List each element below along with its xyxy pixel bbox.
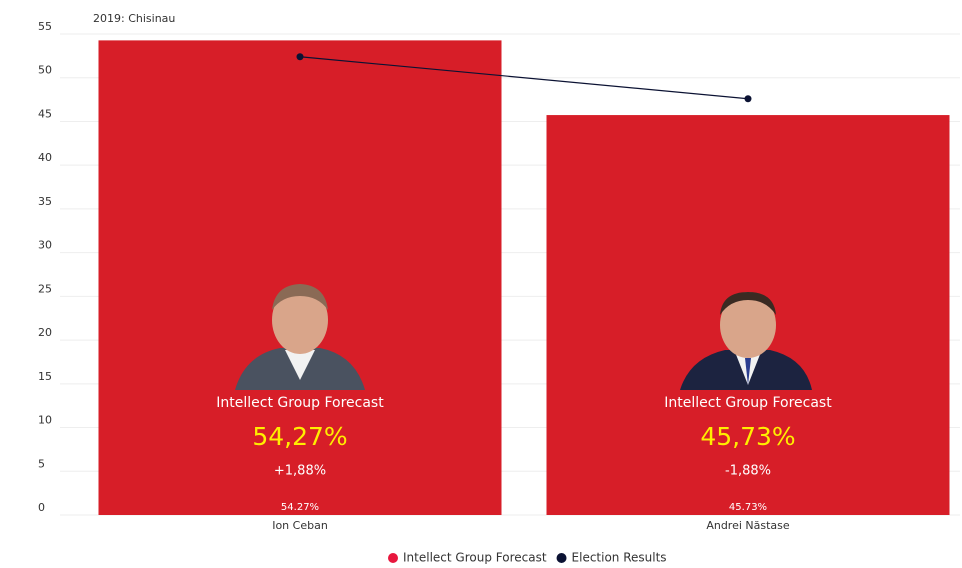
legend-label: Election Results — [572, 551, 667, 565]
legend: Intellect Group Forecast Election Results — [388, 551, 667, 565]
y-tick-label: 30 — [38, 239, 52, 252]
annotation-diff: -1,88% — [725, 464, 771, 479]
y-tick-label: 20 — [38, 326, 52, 339]
x-tick-label: Ion Ceban — [272, 519, 328, 532]
annotation: Intellect Group Forecast 54,27% +1,88% — [216, 395, 384, 479]
annotation-value: 54,27% — [252, 422, 347, 451]
line-point — [296, 53, 304, 61]
legend-label: Intellect Group Forecast — [403, 551, 547, 565]
annotation-diff: +1,88% — [274, 464, 326, 479]
x-tick-label: Andrei Năstase — [706, 519, 790, 532]
chart-title: 2019: Chisinau — [93, 12, 175, 25]
candidate-photo — [680, 292, 812, 390]
legend-marker — [388, 553, 398, 563]
overlay — [296, 53, 752, 103]
data-label: 45.73% — [729, 502, 767, 513]
y-tick-label: 40 — [38, 151, 52, 164]
y-tick-label: 45 — [38, 107, 52, 120]
y-tick-label: 50 — [38, 64, 52, 77]
line — [299, 56, 749, 100]
legend-marker — [556, 553, 567, 563]
y-tick-label: 35 — [38, 195, 52, 208]
annotation-title: Intellect Group Forecast — [664, 395, 832, 411]
annotation-title: Intellect Group Forecast — [216, 395, 384, 411]
y-tick-label: 0 — [38, 501, 45, 514]
candidate-photo — [235, 284, 365, 390]
annotation-value: 45,73% — [700, 422, 795, 451]
y-tick-label: 10 — [38, 414, 52, 427]
y-tick-label: 15 — [38, 370, 52, 383]
bar — [98, 40, 502, 515]
line-point — [744, 95, 752, 103]
photos — [235, 284, 812, 390]
annotation: Intellect Group Forecast 45,73% -1,88% — [664, 395, 832, 479]
y-tick-label: 25 — [38, 282, 52, 295]
data-label: 54.27% — [281, 502, 319, 513]
y-tick-label: 5 — [38, 457, 45, 470]
y-tick-label: 55 — [38, 20, 52, 33]
plot: 0 5 10 15 20 25 30 35 40 45 50 55 54.27% 45.73% — [38, 20, 960, 516]
